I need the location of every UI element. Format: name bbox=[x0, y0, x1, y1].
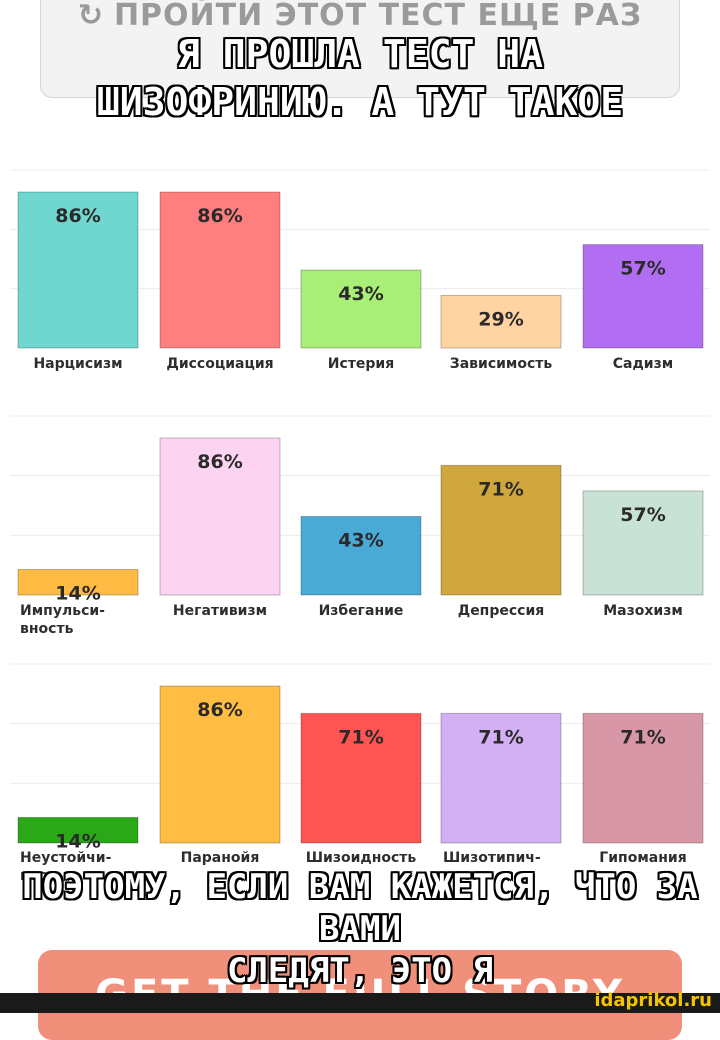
watermark: idaprikol.ru bbox=[594, 990, 712, 1011]
bar-value-label: 71% bbox=[620, 726, 665, 748]
category-label: Избегание bbox=[319, 603, 404, 619]
retake-test-text: ПРОЙТИ ЭТОТ ТЕСТ ЕЩЕ РАЗ bbox=[113, 0, 643, 33]
bar bbox=[582, 244, 704, 349]
retake-test-button[interactable]: ↻ ПРОЙТИ ЭТОТ ТЕСТ ЕЩЕ РАЗ bbox=[40, 0, 680, 98]
category-label: Неустойчи- bbox=[20, 850, 112, 866]
meme-top-line-2: ШИЗОФРИНИЮ. А ТУТ ТАКОЕ bbox=[96, 80, 624, 124]
meme-bottom-line-1: ПОЭТОМУ, ЕСЛИ ВАМ КАЖЕТСЯ, ЧТО ЗА ВАМИ bbox=[22, 867, 698, 949]
bar-value-label: 86% bbox=[55, 205, 100, 227]
bar-value-label: 57% bbox=[620, 504, 665, 526]
category-label: Шизоидность bbox=[306, 850, 417, 866]
bar bbox=[440, 464, 562, 596]
meme-caption-top: Я ПРОШЛА ТЕСТ НА ШИЗОФРИНИЮ. А ТУТ ТАКОЕ bbox=[0, 30, 720, 126]
bottom-bar bbox=[0, 993, 720, 1013]
category-label: Шизотипич- bbox=[443, 850, 541, 866]
category-label: Негативизм bbox=[173, 603, 267, 619]
retry-icon: ↻ bbox=[77, 0, 104, 33]
charts-area: 86% Нарцисизм 86% Диссоциация 43% Истерия 29% З… bbox=[10, 169, 710, 884]
bar-value-label: 14% bbox=[55, 582, 100, 604]
bar-value-label: 14% bbox=[55, 830, 100, 852]
category-label: Зависимость bbox=[450, 356, 553, 372]
bar bbox=[440, 712, 562, 844]
bar bbox=[159, 685, 281, 844]
category-label: Садизм bbox=[613, 356, 673, 372]
bar bbox=[159, 191, 281, 349]
bar-value-label: 86% bbox=[197, 699, 242, 721]
category-label: ность bbox=[443, 868, 488, 884]
bar bbox=[582, 490, 704, 596]
bar-value-label: 71% bbox=[478, 478, 523, 500]
bar-chart-2: 14%Импульси-вность 86% Негативизм 43% Избега… bbox=[10, 415, 710, 637]
retake-test-label: ↻ ПРОЙТИ ЭТОТ ТЕСТ ЕЩЕ РАЗ bbox=[41, 0, 679, 33]
bar-chart-1: 86% Нарцисизм 86% Диссоциация 43% Истерия 29% З… bbox=[10, 169, 710, 372]
bar-value-label: 43% bbox=[338, 530, 383, 552]
bar-chart-3: 14%Неустойчи-вость 86% Паранойя 71% Шизоидно… bbox=[10, 663, 710, 884]
bar bbox=[300, 269, 422, 349]
bar bbox=[159, 437, 281, 596]
category-label: вность bbox=[20, 621, 74, 637]
category-label: Нарцисизм bbox=[33, 356, 122, 372]
category-label: Истерия bbox=[328, 356, 394, 372]
bar bbox=[300, 712, 422, 844]
bar bbox=[582, 712, 704, 844]
category-label: Паранойя bbox=[181, 850, 260, 866]
meme-caption-bottom: ПОЭТОМУ, ЕСЛИ ВАМ КАЖЕТСЯ, ЧТО ЗА ВАМИ С… bbox=[0, 866, 720, 992]
bar-value-label: 71% bbox=[338, 726, 383, 748]
category-label: Депрессия bbox=[458, 603, 545, 619]
bar bbox=[440, 294, 562, 349]
bar bbox=[17, 816, 139, 844]
bar-value-label: 86% bbox=[197, 205, 242, 227]
bar-value-label: 29% bbox=[478, 308, 523, 330]
bar-value-label: 57% bbox=[620, 258, 665, 280]
meme-top-line-1: Я ПРОШЛА ТЕСТ НА bbox=[176, 32, 544, 76]
category-label: Импульси- bbox=[20, 603, 105, 619]
meme-bottom-line-2: СЛЕДЯТ, ЭТО Я bbox=[226, 951, 494, 991]
category-label: Диссоциация bbox=[166, 356, 273, 372]
bar bbox=[17, 568, 139, 596]
bar bbox=[300, 516, 422, 596]
category-label: Мазохизм bbox=[603, 603, 683, 619]
bar-value-label: 71% bbox=[478, 726, 523, 748]
category-label: вость bbox=[20, 868, 64, 884]
category-label: Гипомания bbox=[599, 850, 686, 866]
bar-value-label: 86% bbox=[197, 451, 242, 473]
bar-value-label: 43% bbox=[338, 283, 383, 305]
bar bbox=[17, 191, 139, 349]
